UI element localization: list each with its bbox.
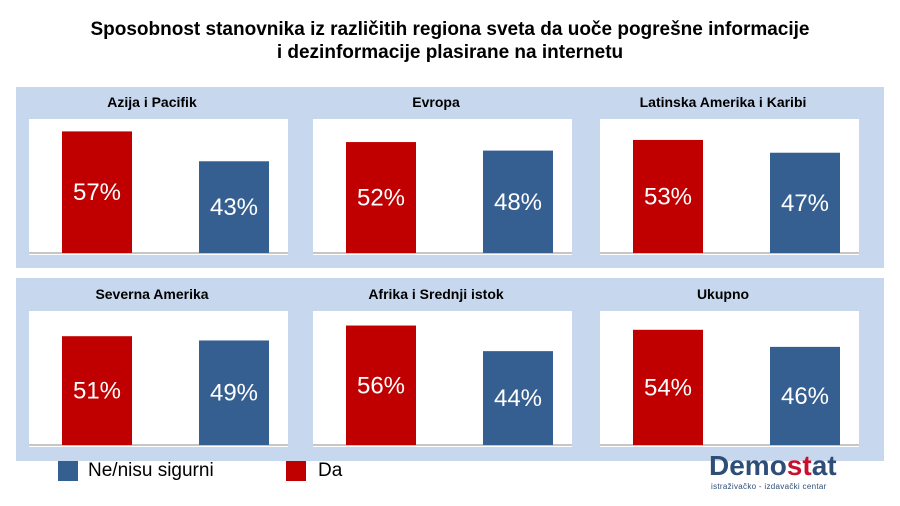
logo-word-end: at xyxy=(811,450,837,481)
data-label-ne: 47% xyxy=(781,190,829,217)
plot-area: 51% 49% xyxy=(29,311,288,447)
legend-swatch-ne xyxy=(58,461,78,481)
bar-chart-svg: 51% 49% xyxy=(29,336,288,446)
logo-subtitle: istraživačko - izdavački centar xyxy=(711,482,827,491)
logo-word-main: Demo xyxy=(709,450,787,481)
bar-ne xyxy=(770,346,840,445)
panel-title: Latinska Amerika i Karibi xyxy=(639,94,807,110)
bar-chart-svg: 53% 47% xyxy=(600,139,859,254)
bar-chart-svg: 57% 43% xyxy=(29,131,288,254)
data-label-da: 54% xyxy=(644,374,692,401)
panel-evropa: Evropa 52% 48% xyxy=(300,89,572,255)
data-label-da: 57% xyxy=(73,179,121,206)
bar-ne xyxy=(199,340,269,445)
panel-title: Afrika i Srednji istok xyxy=(368,286,504,302)
legend-label-ne: Ne/nisu sigurni xyxy=(88,460,214,481)
data-label-ne: 49% xyxy=(210,380,258,407)
panel-azija-i-pacifik: Azija i Pacifik 57% 43% xyxy=(16,89,288,255)
data-label-ne: 44% xyxy=(494,385,542,412)
bar-da xyxy=(62,131,132,253)
data-label-da: 53% xyxy=(644,183,692,210)
panel-ukupno: Ukupno 54% 46% xyxy=(587,281,859,447)
plot-area: 53% 47% xyxy=(600,119,859,255)
panel-title: Azija i Pacifik xyxy=(107,94,197,110)
bar-chart-svg: 52% 48% xyxy=(313,142,572,254)
legend-swatch-da xyxy=(286,461,306,481)
plot-area: 56% 44% xyxy=(313,311,572,447)
panel-afrika-i-srednji-istok: Afrika i Srednji istok 56% 44% xyxy=(300,281,572,447)
logo-wordmark: Demostat xyxy=(709,450,837,482)
bar-da xyxy=(633,139,703,253)
bar-da xyxy=(62,336,132,445)
panel-severna-amerika: Severna Amerika 51% 49% xyxy=(16,281,288,447)
data-label-da: 52% xyxy=(357,185,405,212)
chart-title: Sposobnost stanovnika iz različitih regi… xyxy=(0,18,900,64)
plot-area: 54% 46% xyxy=(600,311,859,447)
bar-ne xyxy=(483,351,553,445)
bar-ne xyxy=(199,161,269,253)
data-label-da: 56% xyxy=(357,372,405,399)
logo-word-accent: st xyxy=(786,450,812,481)
panel-title: Evropa xyxy=(412,94,460,110)
chart-title-line-2: i dezinformacije plasirane na internetu xyxy=(276,42,624,63)
plot-area: 52% 48% xyxy=(313,119,572,255)
bar-da xyxy=(633,329,703,445)
bar-da xyxy=(346,142,416,253)
legend-label-da: Da xyxy=(318,460,343,481)
bar-ne xyxy=(483,150,553,253)
data-label-ne: 43% xyxy=(210,194,258,221)
data-label-da: 51% xyxy=(73,378,121,405)
data-label-ne: 46% xyxy=(781,383,829,410)
demostat-logo: Demostat istraživačko - izdavački centar xyxy=(705,448,855,498)
bar-da xyxy=(346,325,416,445)
bar-chart-svg: 54% 46% xyxy=(600,329,859,446)
plot-area: 57% 43% xyxy=(29,119,288,255)
bar-chart-svg: 56% 44% xyxy=(313,325,572,446)
panel-title: Severna Amerika xyxy=(95,286,209,302)
panel-latinska-amerika: Latinska Amerika i Karibi 53% 47% xyxy=(587,89,859,255)
panel-title: Ukupno xyxy=(696,286,750,302)
bar-ne xyxy=(770,152,840,253)
data-label-ne: 48% xyxy=(494,189,542,216)
chart-title-line-1: Sposobnost stanovnika iz različitih regi… xyxy=(90,19,810,40)
